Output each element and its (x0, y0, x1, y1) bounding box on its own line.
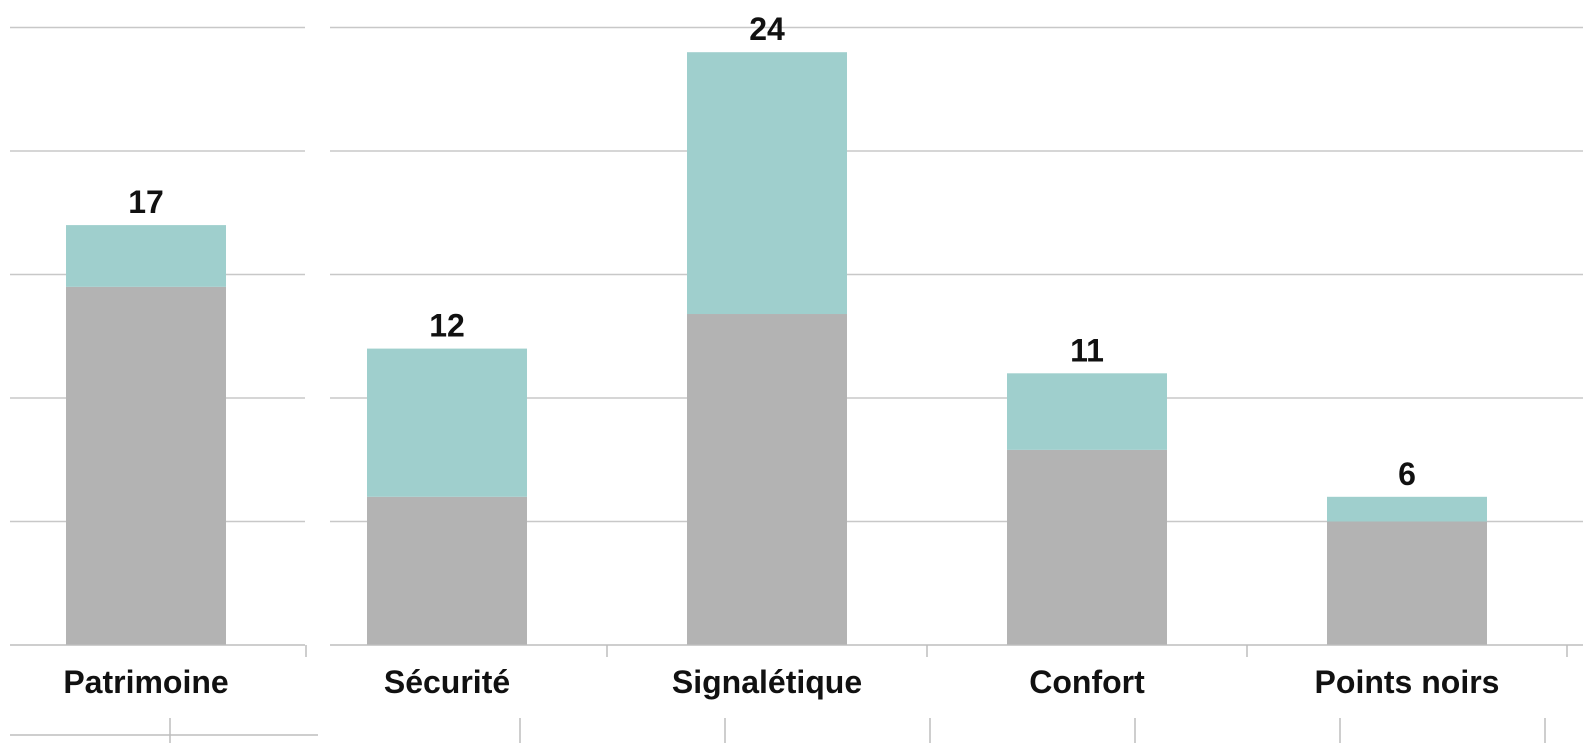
category-label: Signalétique (672, 664, 862, 700)
bar-segment-base (1007, 449, 1167, 645)
category-label: Confort (1029, 664, 1145, 700)
bar-segment-top (1007, 373, 1167, 450)
bar-segment-base (367, 496, 527, 645)
bar-segment-top (367, 348, 527, 497)
bar-segment-base (1327, 521, 1487, 645)
bar-segment-base (687, 314, 847, 645)
category-label: Sécurité (384, 664, 510, 700)
data-label: 24 (749, 11, 785, 47)
chart-panel-left: 17 Patrimoine (10, 26, 318, 743)
bar-segment-top (687, 52, 847, 315)
category-label: Points noirs (1315, 664, 1500, 700)
data-label: 11 (1070, 332, 1104, 368)
data-label: 12 (429, 308, 465, 344)
bar-segment-top (66, 225, 226, 287)
data-label: 17 (128, 184, 164, 220)
data-label: 6 (1398, 456, 1416, 492)
bar-segment-base (66, 286, 226, 645)
category-label: Patrimoine (63, 664, 228, 700)
bar-segment-top (1327, 496, 1487, 522)
chart-panel-right: 12 Sécurité 24 Signalétique 11 Confort 6 Points… (330, 11, 1583, 743)
